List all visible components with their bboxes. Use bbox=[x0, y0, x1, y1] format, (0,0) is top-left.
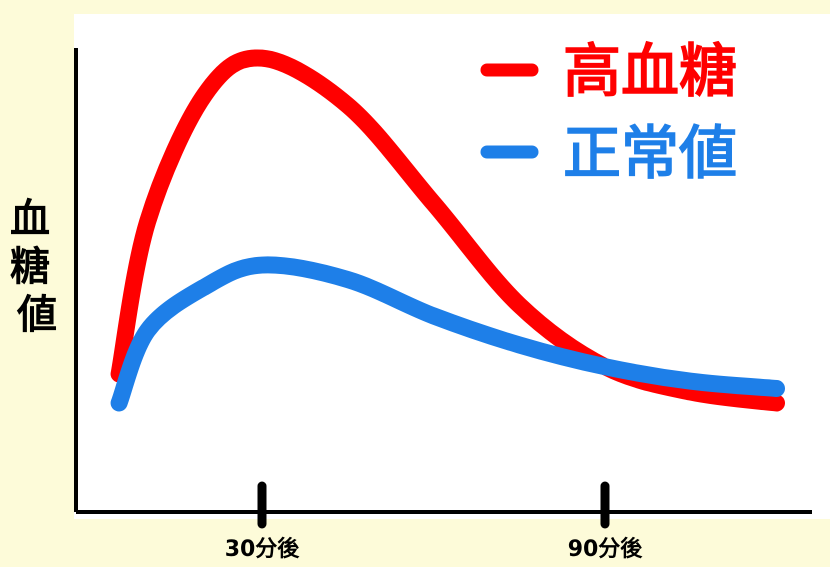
series-lines bbox=[110, 49, 785, 412]
series-line-normal bbox=[110, 256, 785, 412]
legend-label: 正常値 bbox=[563, 119, 737, 187]
x-tick-label: 30分後 bbox=[225, 536, 301, 562]
x-tick-labels: 30分後 90分後 bbox=[225, 536, 644, 562]
legend-label: 高血糖 bbox=[563, 37, 737, 105]
x-tick-label: 90分後 bbox=[568, 536, 644, 562]
x-tick-marks bbox=[257, 481, 610, 529]
y-axis-label: 血 糖 値 bbox=[10, 196, 64, 338]
